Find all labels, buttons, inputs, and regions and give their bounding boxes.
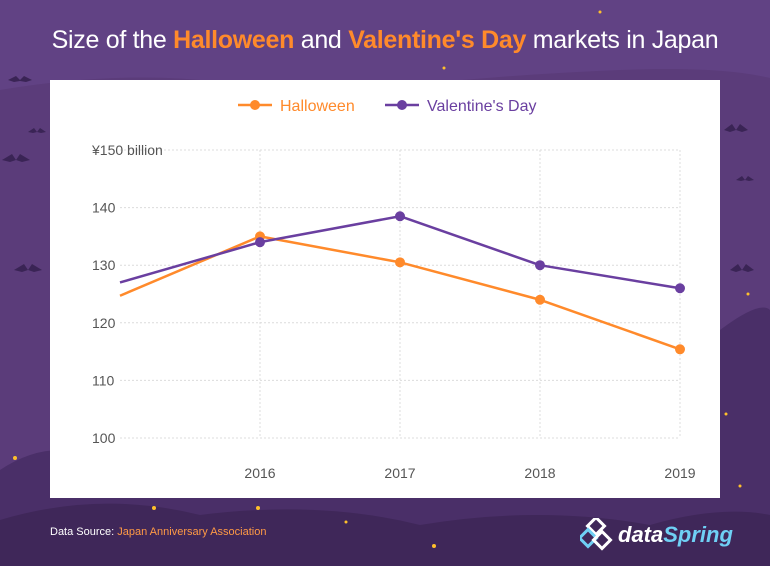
legend-marker bbox=[397, 100, 407, 110]
page-title: Size of the Halloween and Valentine's Da… bbox=[0, 26, 770, 55]
series-line-0 bbox=[119, 235, 681, 351]
legend-marker bbox=[250, 100, 260, 110]
data-source-label: Data Source: bbox=[50, 526, 118, 538]
data-point bbox=[535, 294, 545, 305]
star-dots bbox=[13, 10, 750, 548]
title-highlight-halloween: Halloween bbox=[173, 26, 295, 54]
data-point bbox=[255, 237, 265, 248]
data-point bbox=[395, 257, 405, 268]
y-tick-label: 140 bbox=[92, 200, 116, 216]
x-tick-label: 2016 bbox=[244, 465, 275, 481]
bat-icons bbox=[2, 76, 754, 272]
data-source: Data Source: Japan Anniversary Associati… bbox=[50, 526, 266, 538]
title-text-2: and bbox=[294, 26, 349, 54]
brand-logo: dataSpring bbox=[580, 518, 733, 552]
chart-card: 100 110 120 130 140 ¥150 billion 2016 2017 2018 2… bbox=[50, 80, 720, 498]
legend-label: Halloween bbox=[280, 98, 355, 115]
x-tick-label: 2019 bbox=[664, 465, 695, 481]
y-tick-label: 130 bbox=[92, 257, 116, 273]
data-point bbox=[535, 260, 545, 271]
title-text-1: Size of the bbox=[51, 26, 174, 54]
x-tick-label: 2018 bbox=[524, 465, 555, 481]
title-highlight-valentines: Valentine's Day bbox=[348, 26, 527, 54]
data-point bbox=[675, 283, 685, 294]
y-tick-label: ¥150 billion bbox=[91, 142, 163, 158]
x-tick-label: 2017 bbox=[384, 465, 415, 481]
legend-label: Valentine's Day bbox=[427, 98, 536, 115]
y-tick-label: 100 bbox=[92, 430, 116, 446]
brand-name-part2: Spring bbox=[663, 522, 733, 547]
line-chart: 100 110 120 130 140 ¥150 billion 2016 2017 2018 2… bbox=[91, 98, 696, 481]
dataspring-logo-icon bbox=[580, 518, 613, 551]
brand-name: dataSpring bbox=[618, 522, 733, 548]
y-tick-label: 110 bbox=[92, 372, 115, 388]
y-tick-label: 120 bbox=[92, 315, 116, 331]
brand-name-part1: data bbox=[618, 522, 664, 547]
data-point bbox=[675, 344, 685, 355]
data-source-name: Japan Anniversary Association bbox=[117, 526, 267, 538]
title-text-3: markets in Japan bbox=[526, 26, 719, 54]
data-point bbox=[395, 211, 405, 222]
